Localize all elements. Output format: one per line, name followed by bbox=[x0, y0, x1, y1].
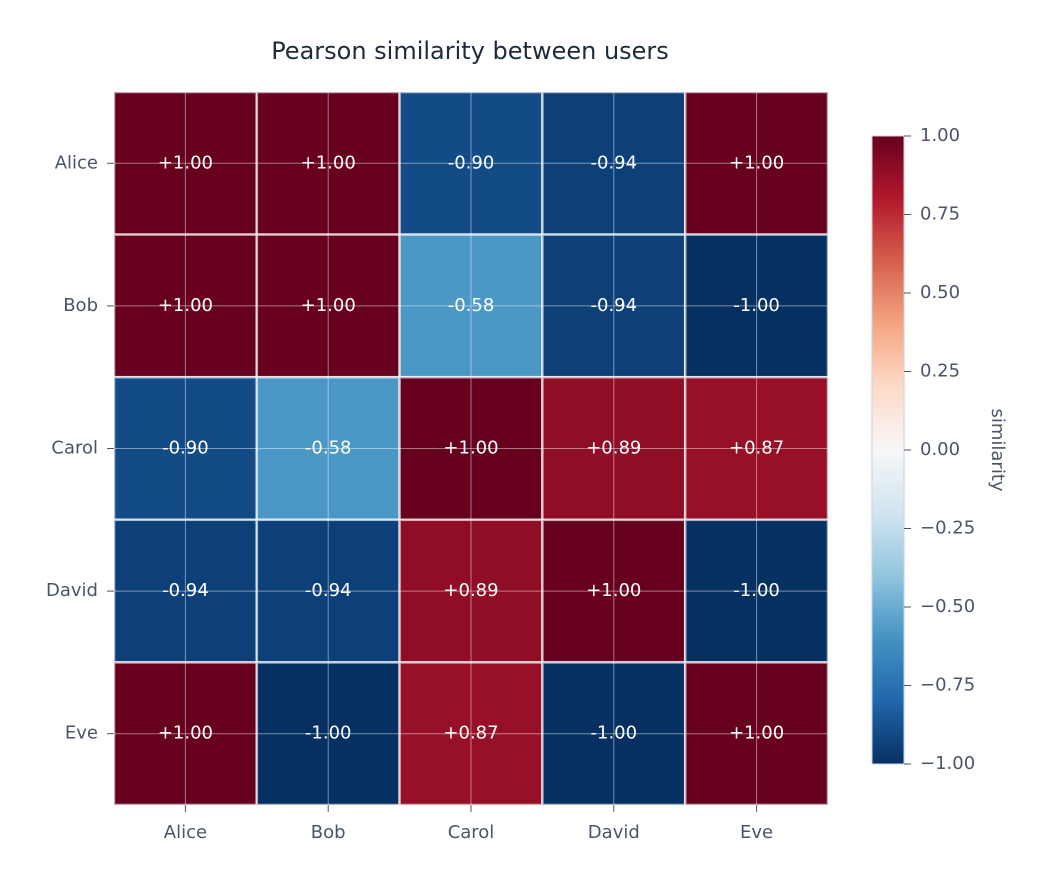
cell-label: +0.87 bbox=[729, 438, 784, 459]
heatmap-cell bbox=[255, 375, 401, 522]
colorbar-tick-label: 0.00 bbox=[920, 439, 960, 460]
cell-label: -0.90 bbox=[448, 152, 495, 173]
heatmap-cell bbox=[683, 233, 830, 379]
y-tick-label: Eve bbox=[65, 723, 98, 744]
colorbar-tick-label: 0.50 bbox=[920, 282, 960, 303]
heatmap-cell bbox=[683, 661, 830, 807]
heatmap-cell bbox=[541, 375, 687, 522]
cell-label: -0.94 bbox=[305, 580, 352, 601]
cell-label: +1.00 bbox=[301, 295, 356, 316]
cell-label: +0.87 bbox=[443, 723, 498, 744]
y-tick-label: Bob bbox=[63, 295, 98, 316]
cell-label: -0.94 bbox=[591, 152, 638, 173]
colorbar-tick-label: 0.25 bbox=[920, 361, 960, 382]
cell-label: +1.00 bbox=[729, 723, 784, 744]
cell-label: -1.00 bbox=[591, 723, 638, 744]
chart-title: Pearson similarity between users bbox=[271, 37, 669, 65]
cell-label: +1.00 bbox=[586, 580, 641, 601]
colorbar bbox=[871, 135, 905, 765]
x-tick-label: Bob bbox=[311, 822, 346, 843]
colorbar-tick-label: −1.00 bbox=[920, 753, 975, 774]
cell-label: -1.00 bbox=[733, 295, 780, 316]
colorbar-tick-label: −0.50 bbox=[920, 596, 975, 617]
heatmap-cell bbox=[255, 518, 401, 664]
heatmap-cell bbox=[112, 90, 259, 236]
heatmap-cell bbox=[255, 90, 401, 236]
cell-label: +1.00 bbox=[158, 152, 213, 173]
cell-label: +1.00 bbox=[158, 295, 213, 316]
y-tick-label: Alice bbox=[55, 152, 98, 173]
x-tick-label: Carol bbox=[448, 822, 495, 843]
colorbar-label: similarity bbox=[987, 408, 1008, 491]
x-tick-label: Alice bbox=[164, 822, 207, 843]
cell-label: +0.89 bbox=[443, 580, 498, 601]
heatmap-cell bbox=[683, 518, 830, 664]
cell-label: +1.00 bbox=[158, 723, 213, 744]
cell-label: -0.94 bbox=[162, 580, 209, 601]
cell-label: -0.90 bbox=[162, 438, 209, 459]
colorbar-tick-label: 0.75 bbox=[920, 204, 960, 225]
heatmap-cell bbox=[255, 661, 401, 807]
heatmap-cell bbox=[541, 518, 687, 664]
heatmap-cell bbox=[398, 90, 544, 236]
cell-label: -1.00 bbox=[305, 723, 352, 744]
cell-label: -0.94 bbox=[591, 295, 638, 316]
cell-label: +1.00 bbox=[443, 438, 498, 459]
cell-label: -1.00 bbox=[733, 580, 780, 601]
colorbar-tick-label: −0.25 bbox=[920, 518, 975, 539]
cell-label: -0.58 bbox=[448, 295, 495, 316]
x-tick-label: David bbox=[588, 822, 640, 843]
y-tick-label: Carol bbox=[51, 438, 98, 459]
y-tick-label: David bbox=[46, 580, 98, 601]
heatmap-cell bbox=[112, 661, 259, 807]
cell-label: +0.89 bbox=[586, 438, 641, 459]
cell-label: -0.58 bbox=[305, 438, 352, 459]
cell-label: +1.00 bbox=[729, 152, 784, 173]
colorbar-tick-label: −0.75 bbox=[920, 675, 975, 696]
x-tick-label: Eve bbox=[740, 822, 773, 843]
colorbar-tick-label: 1.00 bbox=[920, 125, 960, 146]
cell-label: +1.00 bbox=[301, 152, 356, 173]
heatmap-cell bbox=[398, 661, 544, 807]
heatmap-cell bbox=[398, 518, 544, 664]
heatmap-cell bbox=[398, 233, 544, 379]
